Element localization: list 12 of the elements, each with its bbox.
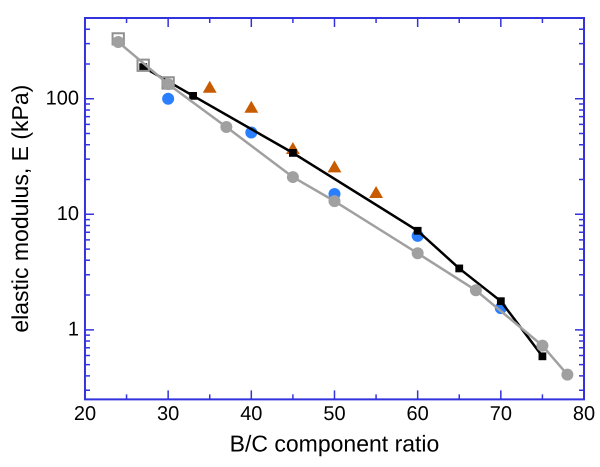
x-tick-label: 70 (490, 402, 512, 425)
y-axis-title: elastic modulus, E (kPa) (7, 84, 34, 333)
y-tick-label: 10 (56, 202, 79, 225)
x-tick-label: 40 (240, 402, 262, 425)
x-tick-label: 20 (74, 402, 96, 425)
y-tick-label: 1 (68, 318, 79, 340)
y-tick-label: 100 (46, 87, 79, 110)
x-axis-title: B/C component ratio (230, 430, 440, 457)
x-tick-label: 50 (323, 402, 346, 425)
x-tick-label: 30 (157, 402, 180, 425)
x-tick-label: 80 (572, 402, 596, 425)
x-tick-label: 60 (406, 402, 429, 425)
